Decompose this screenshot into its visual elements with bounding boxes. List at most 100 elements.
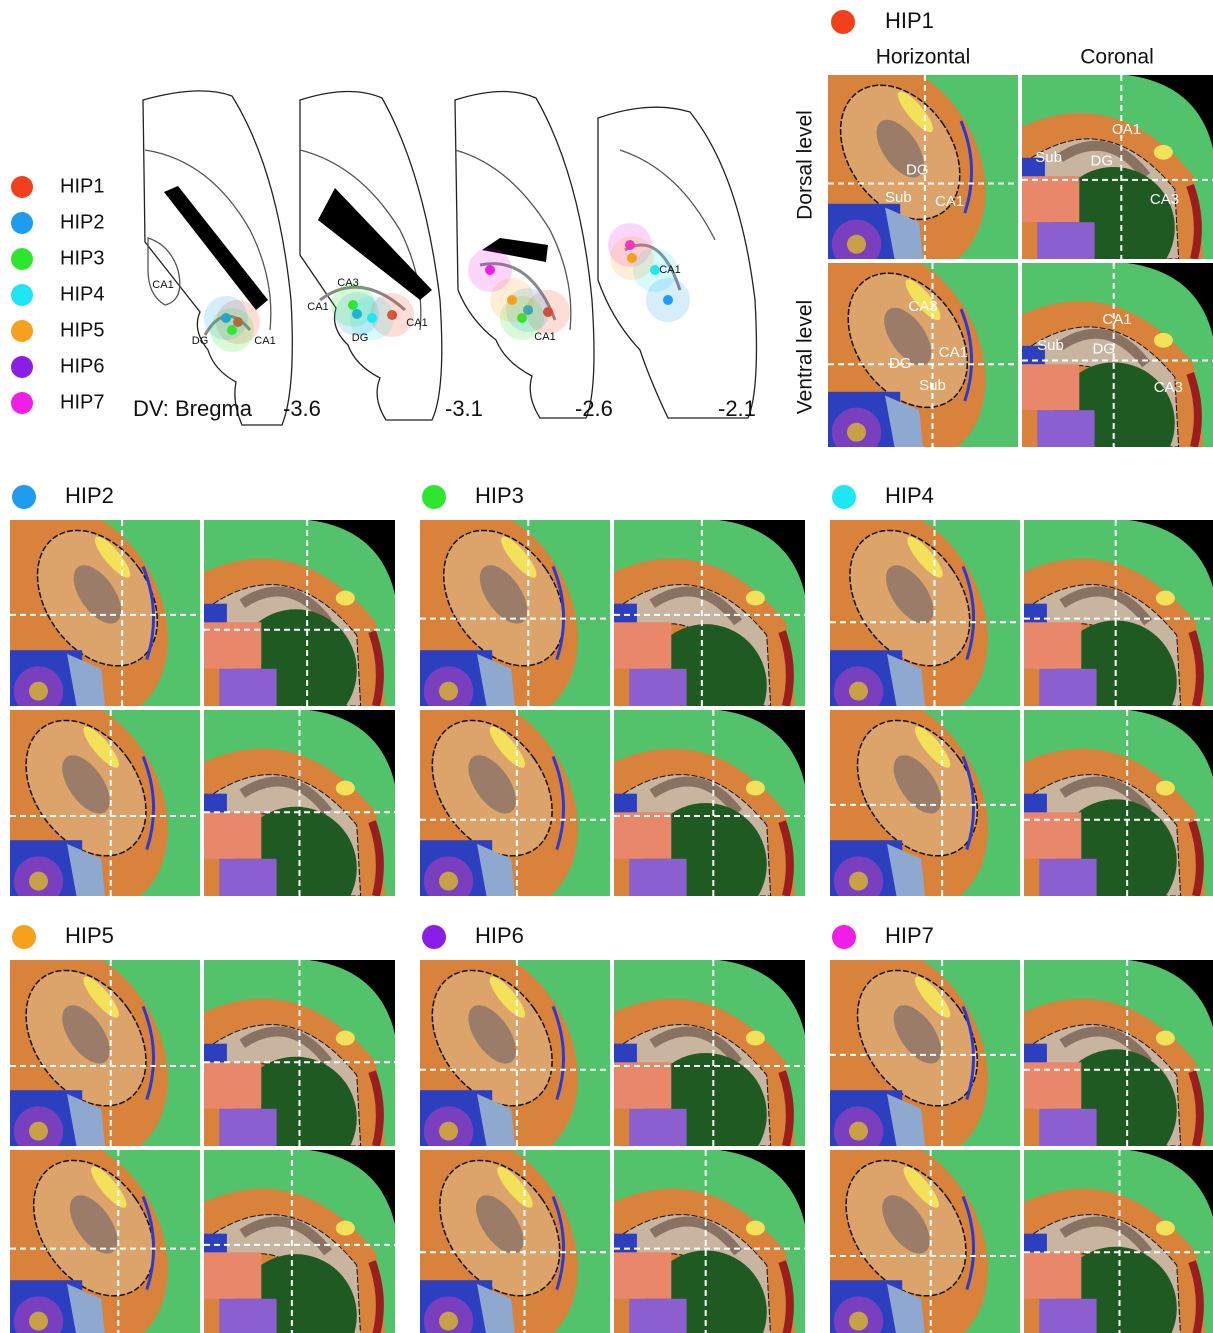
region bbox=[746, 1031, 765, 1046]
region bbox=[439, 1122, 458, 1141]
coronal-slice bbox=[204, 960, 395, 1179]
region-label: CA1 bbox=[659, 264, 680, 276]
region bbox=[29, 682, 48, 701]
region bbox=[219, 669, 276, 706]
region bbox=[629, 669, 686, 706]
legend-dot bbox=[11, 176, 33, 198]
legend-dot bbox=[11, 392, 33, 414]
panel-title: HIP3 bbox=[475, 483, 524, 508]
site-dot bbox=[367, 313, 377, 323]
region bbox=[1024, 622, 1081, 669]
region-label: CA3 bbox=[1154, 379, 1183, 396]
region-label: CA1 bbox=[939, 344, 968, 361]
panel-title: HIP6 bbox=[475, 923, 524, 948]
region bbox=[1024, 812, 1081, 859]
legend-dot bbox=[11, 320, 33, 342]
legend-label: HIP3 bbox=[60, 247, 104, 269]
coronal-slice bbox=[1024, 1150, 1213, 1333]
site-dot bbox=[227, 325, 237, 335]
coronal-slice bbox=[1024, 960, 1213, 1172]
coronal-slice bbox=[614, 960, 805, 1176]
region bbox=[614, 812, 671, 859]
region bbox=[629, 1299, 686, 1333]
region bbox=[29, 872, 48, 891]
panel-dot bbox=[422, 485, 446, 509]
row-title: Dorsal level bbox=[794, 110, 817, 220]
site-dot bbox=[627, 253, 637, 263]
region bbox=[849, 872, 868, 891]
region bbox=[204, 1252, 261, 1299]
region bbox=[1154, 145, 1173, 160]
region bbox=[1039, 859, 1096, 896]
region bbox=[204, 1044, 227, 1063]
site-dot bbox=[663, 295, 673, 305]
region bbox=[1022, 176, 1079, 222]
legend-label: HIP5 bbox=[60, 319, 104, 341]
region-label: CA1 bbox=[1102, 311, 1131, 328]
legend-label: HIP6 bbox=[60, 355, 104, 377]
panel-title: HIP7 bbox=[885, 923, 934, 948]
figure: HIP1HIP2HIP3HIP4HIP5HIP6HIP7DV: Bregma-3… bbox=[0, 0, 1213, 1333]
region bbox=[219, 859, 276, 896]
region-label: DG bbox=[1092, 340, 1115, 357]
site-dot bbox=[485, 265, 495, 275]
panel-title: HIP2 bbox=[65, 483, 114, 508]
region bbox=[614, 604, 637, 623]
panel-title: HIP1 bbox=[885, 8, 934, 33]
region bbox=[849, 1312, 868, 1331]
region bbox=[1037, 222, 1094, 259]
region bbox=[204, 1062, 261, 1109]
legend-label: HIP4 bbox=[60, 283, 104, 305]
panel-dot bbox=[832, 485, 856, 509]
region bbox=[1022, 364, 1079, 410]
region bbox=[439, 682, 458, 701]
region-label: Sub bbox=[1037, 337, 1064, 354]
region bbox=[336, 781, 355, 796]
region-label: CA3 bbox=[908, 298, 937, 315]
panel-title: HIP4 bbox=[885, 483, 934, 508]
region bbox=[336, 1221, 355, 1236]
region-label: Sub bbox=[1035, 149, 1062, 166]
region bbox=[439, 872, 458, 891]
region-label: CA1 bbox=[406, 317, 427, 329]
region bbox=[1039, 1109, 1096, 1146]
region-label: CA3 bbox=[337, 277, 358, 289]
region bbox=[1156, 781, 1175, 796]
coronal-slice bbox=[1022, 263, 1213, 484]
region bbox=[1024, 1062, 1081, 1109]
legend-label: HIP2 bbox=[60, 211, 104, 233]
region bbox=[849, 682, 868, 701]
coronal-slice bbox=[204, 1150, 395, 1333]
region bbox=[204, 1234, 227, 1253]
region bbox=[847, 423, 866, 442]
panel-dot bbox=[12, 485, 36, 509]
region bbox=[29, 1122, 48, 1141]
region-label: DG bbox=[352, 332, 369, 344]
region bbox=[614, 1252, 671, 1299]
region bbox=[1039, 1299, 1096, 1333]
coronal-slice bbox=[204, 710, 395, 929]
coronal-slice bbox=[614, 710, 805, 926]
legend-label: HIP1 bbox=[60, 175, 104, 197]
region bbox=[1037, 410, 1094, 447]
dv-level: -3.6 bbox=[283, 396, 321, 421]
region bbox=[204, 812, 261, 859]
region-label: CA1 bbox=[152, 279, 173, 291]
site-dot bbox=[507, 295, 517, 305]
dv-level: -2.6 bbox=[575, 396, 613, 421]
region bbox=[1039, 669, 1096, 706]
region bbox=[1156, 1031, 1175, 1046]
panel-dot bbox=[831, 10, 855, 34]
column-title: Coronal bbox=[1080, 46, 1154, 69]
region bbox=[1156, 1221, 1175, 1236]
region-label: DG bbox=[1091, 152, 1114, 169]
legend-dot bbox=[11, 356, 33, 378]
region-label: CA1 bbox=[307, 301, 328, 313]
region bbox=[204, 604, 227, 623]
region bbox=[204, 794, 227, 813]
region bbox=[614, 622, 671, 669]
region bbox=[614, 794, 637, 813]
legend-dot bbox=[11, 248, 33, 270]
region bbox=[1156, 591, 1175, 606]
region bbox=[629, 1109, 686, 1146]
